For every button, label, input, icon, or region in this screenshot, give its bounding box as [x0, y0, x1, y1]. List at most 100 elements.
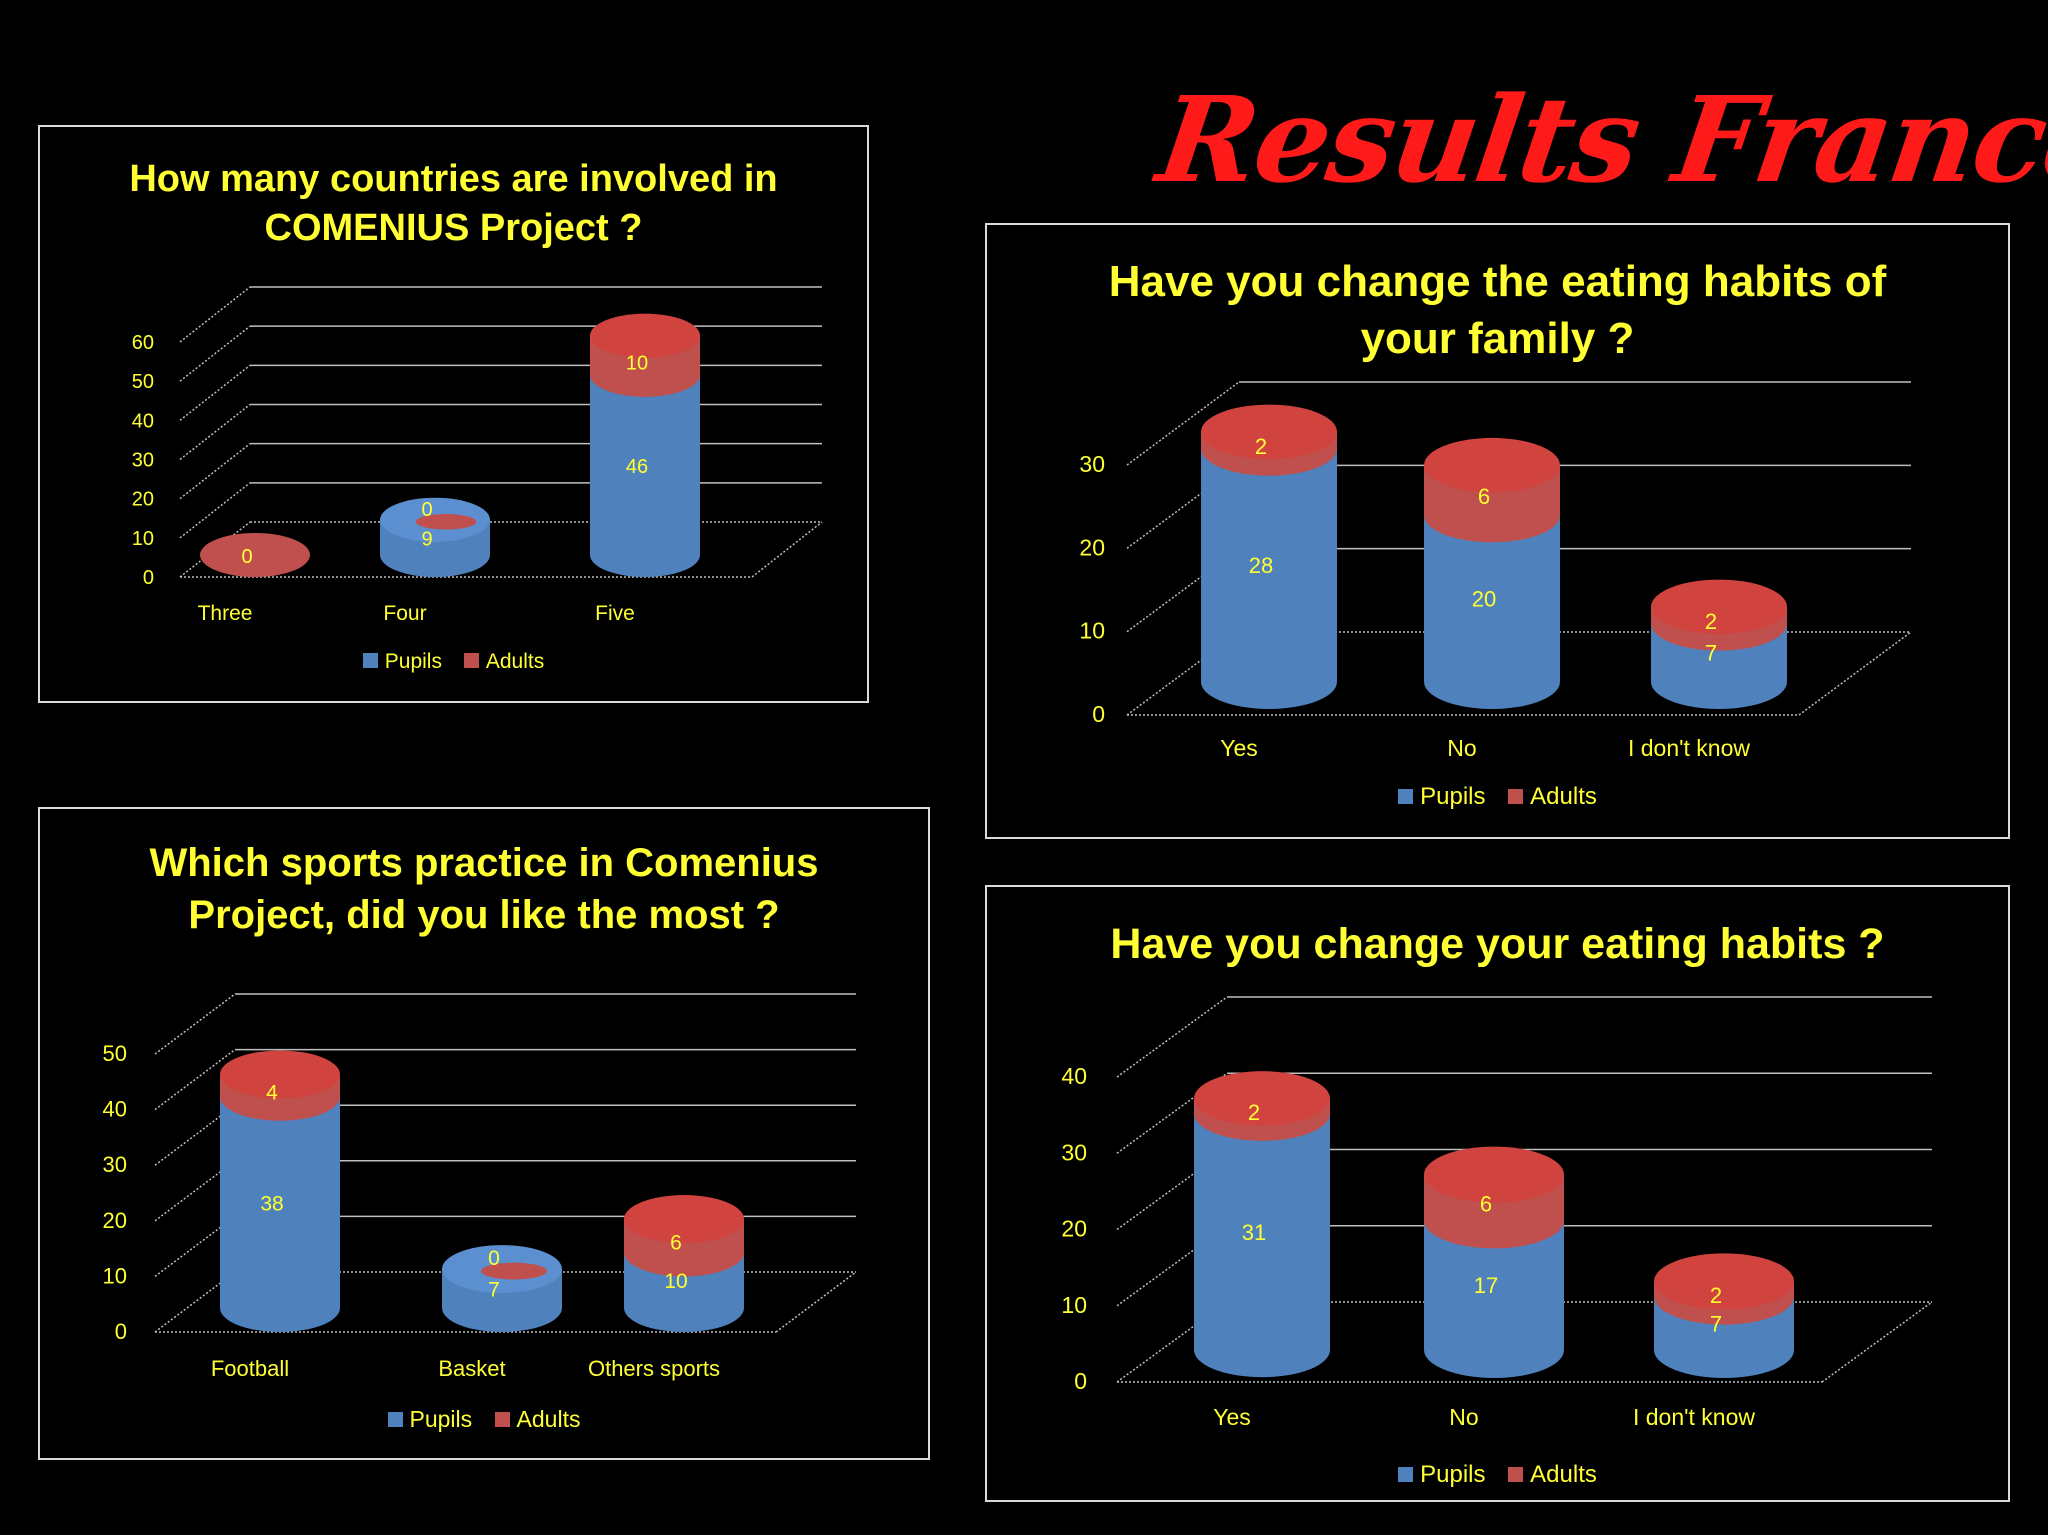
gridline-side	[154, 1160, 236, 1222]
floor-right	[775, 1271, 857, 1333]
data-label-adults: 2	[1710, 1283, 1722, 1308]
chart-title-line: COMENIUS Project ?	[264, 207, 643, 250]
bar-four	[380, 497, 490, 577]
chart-title: Which sports practice in Comenius Projec…	[40, 837, 928, 941]
data-label-adults: 6	[1480, 1192, 1492, 1217]
bar-adults-top	[1424, 437, 1560, 493]
data-label-pupils: 31	[1242, 1220, 1266, 1245]
legend-swatch-adults	[1508, 1467, 1524, 1482]
y-tick-label: 60	[132, 332, 154, 354]
x-tick-label: Yes	[1220, 735, 1258, 761]
data-label-adults: 6	[1478, 484, 1490, 509]
chart-sports: Which sports practice in Comenius Projec…	[38, 807, 930, 1460]
bar-adults-top	[1194, 1071, 1330, 1126]
bar-three	[200, 533, 310, 577]
bar-adults-top	[220, 1050, 340, 1099]
legend-swatch-adults	[1508, 789, 1524, 804]
x-tick-label: Football	[211, 1356, 289, 1381]
bar-adults	[415, 514, 477, 530]
chart-legend: Pupils Adults	[987, 783, 2008, 811]
y-tick-label: 50	[103, 1041, 127, 1066]
y-tick-label: 10	[132, 528, 154, 550]
bar-no	[1424, 1146, 1564, 1378]
chart-title: Have you change your eating habits ?	[987, 917, 2008, 973]
legend-label: Adults	[1530, 783, 1597, 810]
data-label-pupils: 0	[241, 546, 252, 568]
bar-adults-top	[1201, 404, 1337, 459]
y-tick-label: 0	[143, 567, 154, 589]
gridline-side	[154, 993, 236, 1055]
legend-label: Adults	[516, 1406, 581, 1432]
data-label-adults: 0	[421, 499, 432, 521]
y-tick-label: 20	[103, 1208, 127, 1233]
chart-own: Have you change your eating habits ? 0 10…	[985, 885, 2010, 1502]
data-label-pupils: 38	[260, 1192, 283, 1215]
bar-pupils-body	[1201, 448, 1337, 682]
legend-swatch-adults	[463, 653, 479, 668]
bar-pupils	[442, 1245, 562, 1332]
legend-item-adults: Adults	[1508, 783, 1597, 811]
x-tick-label: Others sports	[588, 1356, 720, 1381]
bar-yes	[1201, 404, 1337, 709]
bar-adults	[624, 1195, 744, 1277]
floor-right	[751, 521, 823, 578]
y-tick-label: 30	[132, 450, 154, 472]
legend-label: Adults	[485, 650, 545, 673]
legend-label: Adults	[1530, 1461, 1597, 1488]
data-label-adults: 2	[1248, 1100, 1260, 1125]
bar-adults	[590, 313, 700, 397]
bar-pupils-body	[1424, 515, 1560, 682]
legend-swatch-pupils	[1398, 789, 1414, 804]
chart-title: Have you change the eating habits of you…	[987, 253, 2008, 367]
gridlines: 0 10 20 30	[1079, 381, 1912, 727]
floor-right	[1821, 1301, 1933, 1383]
gridline-side	[179, 443, 251, 500]
legend-item-adults: Adults	[1508, 1461, 1597, 1489]
y-tick-label: 40	[132, 410, 154, 432]
bar-adults	[1424, 437, 1560, 543]
data-label-adults: 2	[1705, 609, 1717, 634]
chart-title-line: your family ?	[1360, 314, 1635, 364]
floor-right	[1798, 631, 1912, 716]
legend-item-pupils: Pupils	[362, 650, 442, 674]
gridline-side	[154, 1271, 236, 1333]
data-label-pupils: 10	[664, 1270, 687, 1293]
y-tick-label: 20	[1061, 1216, 1087, 1242]
y-tick-label: 10	[1079, 618, 1105, 644]
bar-adults	[200, 533, 310, 577]
bar-pupils-body	[220, 1096, 340, 1308]
legend-label: Pupils	[384, 650, 442, 673]
y-tick-label: 0	[1092, 701, 1105, 727]
chart-legend: Pupils Adults	[40, 650, 867, 674]
bar-adults	[1651, 579, 1787, 651]
chart-family: Have you change the eating habits of you…	[985, 223, 2010, 839]
chart-plot: 0 10 20 30 40 31 2 Yes 17 6 No 7 2 I don't know	[1061, 996, 1933, 1430]
y-tick-label: 20	[1079, 534, 1105, 560]
x-tick-label: No	[1449, 1404, 1478, 1430]
data-label-adults: 6	[670, 1232, 682, 1255]
bar-i-don-t-know	[1651, 579, 1787, 709]
legend-swatch-pupils	[1398, 1467, 1414, 1482]
bar-basket	[442, 1245, 562, 1332]
bar-adults	[1654, 1253, 1794, 1325]
gridline-side	[154, 1215, 236, 1277]
x-tick-label: I don't know	[1628, 735, 1750, 761]
chart-legend: Pupils Adults	[40, 1406, 928, 1433]
data-label-pupils: 28	[1249, 553, 1273, 578]
bar-adults-top	[590, 313, 700, 358]
x-tick-label: No	[1447, 735, 1476, 761]
y-tick-label: 10	[103, 1263, 127, 1288]
chart-title: How many countries are involved in COMEN…	[40, 155, 867, 254]
bar-adults	[1424, 1146, 1564, 1249]
y-tick-label: 30	[103, 1152, 127, 1177]
gridline-side	[1116, 996, 1228, 1078]
data-label-adults: 10	[626, 352, 648, 374]
data-label-pupils: 7	[1705, 641, 1717, 666]
legend-item-pupils: Pupils	[387, 1406, 472, 1433]
chart-plot: 0 10 20 30 40 50 38 4 Football 7 0 Basket 10 6 Others …	[103, 993, 857, 1381]
data-label-adults: 4	[266, 1082, 278, 1105]
chart-title-line: Have you change your eating habits ?	[1110, 920, 1885, 968]
y-tick-label: 20	[132, 489, 154, 511]
bar-no	[1424, 437, 1560, 709]
